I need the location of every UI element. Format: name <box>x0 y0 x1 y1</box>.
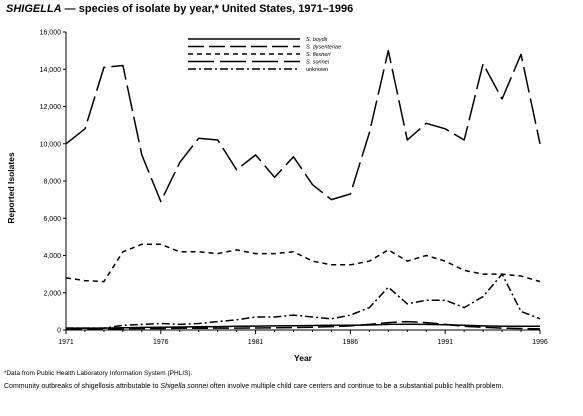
caption: Community outbreaks of shigellosis attri… <box>4 383 578 391</box>
chart-title-rest: — species of isolate by year,* United St… <box>61 3 354 15</box>
chart-title-organism: SHIGELLA <box>6 3 62 15</box>
caption-text-before: Community outbreaks of shigellosis attri… <box>4 383 161 390</box>
footnote-marker: * <box>4 371 7 377</box>
series-line-s-dysenteriae <box>66 320 541 330</box>
x-tick-label: 1996 <box>532 339 548 346</box>
x-tick-label: 1986 <box>343 339 359 346</box>
series-line-s-flexneri <box>65 243 541 283</box>
y-tick-label: 10,000 <box>40 141 62 148</box>
y-tick-label: 2,000 <box>43 290 61 297</box>
legend-label: unknown <box>306 67 328 73</box>
series-line-s-sonnei <box>65 49 541 203</box>
line-chart: 0 2,000 4,000 6,000 8,000 10,000 12,000 14,000 1… <box>6 30 548 364</box>
legend-label: S. boydii <box>306 37 328 43</box>
series-lines <box>65 49 541 330</box>
axes: 0 2,000 4,000 6,000 8,000 10,000 12,000 14,000 1… <box>40 30 548 347</box>
x-tick-label: 1976 <box>153 339 169 346</box>
footnote-text: Data from Public Health Laboratory Infor… <box>6 370 193 377</box>
y-tick-label: 4,000 <box>43 253 61 260</box>
x-tick-label: 1981 <box>248 339 264 346</box>
legend-label: S. dysenteriae <box>306 45 341 51</box>
x-tick-label: 1991 <box>437 339 453 346</box>
chart-title: SHIGELLA — species of isolate by year,* … <box>6 3 353 15</box>
y-tick-label: 14,000 <box>40 67 62 74</box>
x-axis-label: Year <box>294 353 313 363</box>
y-tick-label: 16,000 <box>40 30 62 37</box>
caption-species: Shigella sonnei <box>160 383 208 390</box>
y-tick-label: 8,000 <box>43 179 61 186</box>
y-tick-label: 12,000 <box>40 104 62 111</box>
y-tick-label: 6,000 <box>43 216 61 223</box>
series-line-s-boydii <box>66 323 540 329</box>
y-tick-label: 0 <box>57 328 61 335</box>
series-line-unknown <box>66 273 541 329</box>
x-tick-label: 1971 <box>58 339 74 346</box>
legend-label: S. sonnei <box>306 60 330 66</box>
y-axis-label: Reported Isolates <box>6 152 16 224</box>
legend-label: S. flexneri <box>306 52 331 58</box>
caption-text-after: often involve multiple child care center… <box>207 383 504 390</box>
footnote: *Data from Public Health Laboratory Info… <box>4 370 192 377</box>
